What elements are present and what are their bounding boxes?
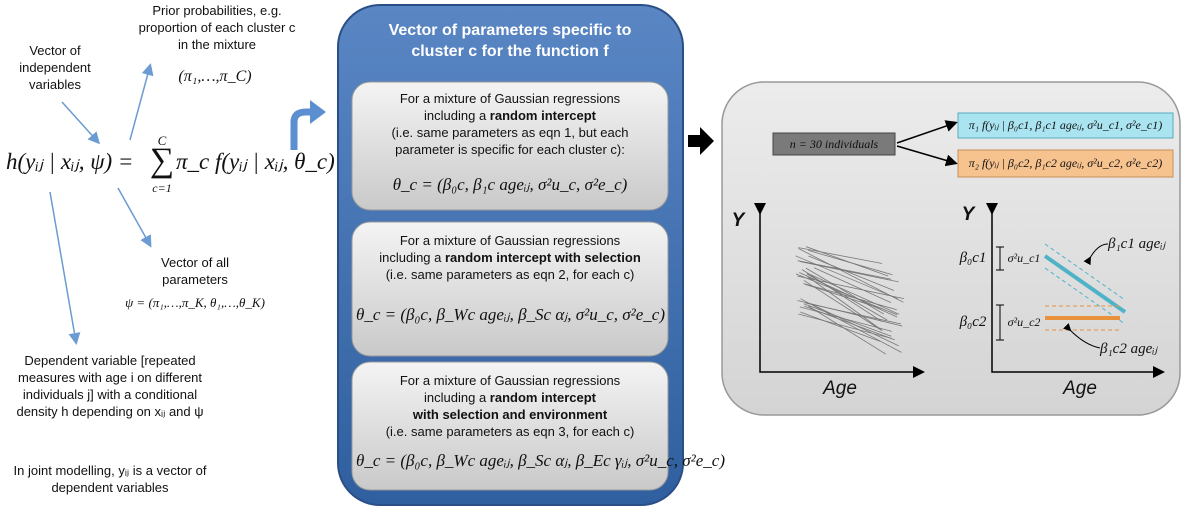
individual-line bbox=[803, 280, 883, 331]
panel bbox=[351, 361, 669, 491]
blue-arrows bbox=[49, 63, 154, 345]
prior-label: Prior probabilities, e.g. proportion of … bbox=[138, 3, 296, 52]
panel-line: including a random intercept bbox=[360, 107, 660, 124]
sum-bottom: c=1 bbox=[152, 181, 172, 195]
panel-line: For a mixture of Gaussian regressions bbox=[360, 232, 660, 249]
x-axis-label: Age bbox=[1063, 378, 1097, 399]
panel-text: For a mixture of Gaussian regressions inc… bbox=[360, 90, 660, 158]
panel-line: parameter is specific for each cluster c… bbox=[360, 141, 660, 158]
panel-line: (i.e. same parameters as eqn 3, for each… bbox=[360, 423, 660, 440]
panel bbox=[351, 221, 669, 357]
individual-line bbox=[798, 247, 883, 264]
sum-top: C bbox=[157, 133, 167, 148]
slope-label: β₁c1 ageᵢⱼ bbox=[1108, 236, 1166, 252]
panel-line: (i.e. same parameters as eqn 1, but each bbox=[360, 124, 660, 141]
sample-label: n = 30 individuals bbox=[789, 137, 879, 151]
individual-line bbox=[813, 267, 892, 303]
all-params-formula: ψ = (π₁,…,π_K, θ₁,…,θ_K) bbox=[125, 295, 265, 310]
individual-lines bbox=[795, 246, 904, 355]
individual-line bbox=[795, 255, 898, 300]
panel-formula: θ_c = (β₀c, β₁c ageᵢⱼ, σ²u_c, σ²e_c) bbox=[392, 175, 628, 194]
individual-line bbox=[808, 255, 895, 291]
text: For a mixture of Gaussian regressions bbox=[399, 233, 621, 248]
individual-line bbox=[800, 298, 902, 353]
panel-line: For a mixture of Gaussian regressions bbox=[360, 372, 660, 389]
cluster-2-label: π₂ f(yᵢⱼ | β₀c2, β₁c2 ageᵢⱼ, σ²u_c2, σ²e… bbox=[968, 156, 1163, 170]
panel-formula: θ_c = (β₀c, β_Wc ageᵢⱼ, β_Sc αⱼ, β_Ec γᵢ… bbox=[356, 451, 726, 470]
sum: ∑ bbox=[149, 142, 175, 179]
panel-line: with selection and environment bbox=[360, 406, 660, 423]
arrow bbox=[896, 120, 958, 144]
joint-label: In joint modelling, yᵢⱼ is a vector of d… bbox=[13, 463, 207, 495]
curved-arrow bbox=[290, 108, 312, 150]
individual-line bbox=[806, 275, 883, 331]
intercept-label: β₀c1 bbox=[959, 250, 987, 266]
individual-line bbox=[803, 283, 897, 311]
cluster-1-box bbox=[957, 112, 1174, 139]
panel-line: including a random intercept bbox=[360, 389, 660, 406]
text: For a mixture of Gaussian regressions bbox=[399, 373, 621, 388]
variance-label: σ²u_c2 bbox=[1007, 315, 1041, 329]
panel-line: including a random intercept with select… bbox=[360, 249, 660, 266]
individual-line bbox=[798, 248, 904, 303]
text: including a bbox=[379, 250, 445, 265]
all-params-label: Vector of all parameters bbox=[161, 255, 229, 287]
equation-rhs: π_c f(yᵢⱼ | xᵢⱼ, θ_c) bbox=[176, 149, 335, 174]
individual-line bbox=[805, 302, 902, 325]
emphasis: random intercept with selection bbox=[445, 250, 641, 265]
panel-formula: θ_c = (β₀c, β_Wc ageᵢⱼ, β_Sc αⱼ, σ²u_c, … bbox=[356, 305, 665, 324]
text: including a bbox=[424, 108, 490, 123]
individual-line bbox=[799, 272, 898, 318]
equation-lhs: h(yᵢⱼ | xᵢⱼ, ψ) = bbox=[6, 149, 134, 174]
individual-line bbox=[798, 313, 892, 339]
panel-line: For a mixture of Gaussian regressions bbox=[360, 90, 660, 107]
text: (i.e. same parameters as eqn 1, but each bbox=[391, 125, 629, 140]
text: (i.e. same parameters as eqn 2, for each… bbox=[385, 267, 635, 282]
prior-formula: (π₁,…,π_C) bbox=[178, 68, 252, 85]
panel-text: For a mixture of Gaussian regressions inc… bbox=[360, 372, 660, 440]
text: parameter is specific for each cluster c… bbox=[395, 142, 625, 157]
individual-line bbox=[807, 305, 886, 355]
individual-line bbox=[803, 303, 892, 337]
intercept-label: β₀c2 bbox=[959, 314, 987, 330]
y-axis-label: Y bbox=[961, 204, 975, 225]
slope-label: β₁c2 ageᵢⱼ bbox=[1100, 341, 1158, 357]
emphasis: with selection and environment bbox=[412, 407, 608, 422]
text: including a bbox=[424, 390, 490, 405]
axes bbox=[754, 203, 1165, 378]
emphasis: random intercept bbox=[489, 390, 596, 405]
sample-box bbox=[772, 132, 896, 156]
variance-label: σ²u_c1 bbox=[1007, 251, 1041, 265]
independent-label: Vector of independent variables bbox=[19, 43, 91, 92]
cluster-1-label: π₁ f(yᵢⱼ | β₀c1, β₁c1 ageᵢⱼ, σ²u_c1, σ²e… bbox=[968, 118, 1163, 132]
text: For a mixture of Gaussian regressions bbox=[399, 91, 621, 106]
individual-line bbox=[801, 269, 883, 322]
panel bbox=[351, 81, 669, 211]
cluster-title: Vector of parameters specific to cluster… bbox=[388, 22, 632, 60]
cluster-lines bbox=[996, 243, 1127, 349]
x-axis-label: Age bbox=[823, 378, 857, 399]
individual-line bbox=[806, 272, 900, 315]
panel-line: (i.e. same parameters as eqn 2, for each… bbox=[360, 266, 660, 283]
arrow-head bbox=[310, 100, 326, 124]
individual-line bbox=[805, 267, 885, 315]
panel-text: For a mixture of Gaussian regressions inc… bbox=[360, 232, 660, 283]
individual-line bbox=[800, 311, 881, 342]
black-arrow bbox=[688, 127, 714, 155]
cluster-2-box bbox=[957, 149, 1174, 178]
emphasis: random intercept bbox=[489, 108, 596, 123]
arrow bbox=[896, 145, 958, 167]
individual-line bbox=[803, 305, 895, 341]
dependent-label: Dependent variable [repeated measures wi… bbox=[16, 353, 204, 419]
y-axis-label: Y bbox=[731, 210, 745, 231]
text: (i.e. same parameters as eqn 3, for each… bbox=[385, 424, 635, 439]
individual-line bbox=[797, 260, 892, 280]
